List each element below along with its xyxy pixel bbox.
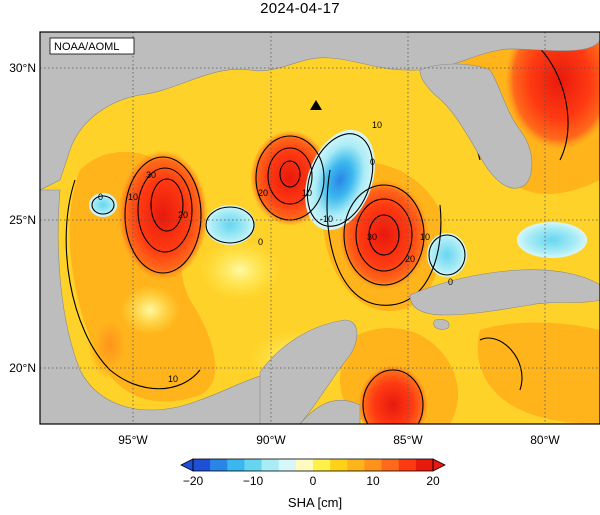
colorbar-cell — [210, 459, 228, 471]
svg-text:20: 20 — [178, 210, 188, 220]
credit-text: NOAA/AOML — [54, 41, 119, 53]
svg-text:20: 20 — [405, 254, 415, 264]
contour-labels: 0 10 20 30 20 10 10 0 -10 30 20 10 10 0 … — [98, 120, 453, 384]
colorbar-frame — [192, 458, 434, 472]
colorbar-cell — [313, 459, 331, 471]
lon-label-85w: 85°W — [393, 433, 423, 447]
svg-text:0: 0 — [258, 237, 263, 247]
svg-text:30: 30 — [146, 170, 156, 180]
colorbar-cell — [193, 459, 211, 471]
land — [40, 32, 600, 424]
anomaly-orange-southeast — [477, 322, 600, 424]
colorbar-label: SHA [cm] — [287, 495, 343, 510]
anomaly-pale-2 — [200, 240, 280, 300]
svg-text:20: 20 — [258, 188, 268, 198]
warm-eddy-west — [118, 150, 208, 280]
svg-text:10: 10 — [302, 188, 312, 198]
colorbar-right-arrow — [432, 458, 446, 472]
lat-label-25n: 25°N — [9, 213, 36, 227]
land-yucatan — [259, 319, 358, 424]
lat-label-30n: 30°N — [9, 61, 36, 75]
svg-text:0: 0 — [448, 277, 453, 287]
credit-box — [49, 37, 135, 55]
cold-eddy-cayman — [517, 222, 587, 258]
anomaly-pale-1 — [120, 285, 180, 335]
svg-text:10: 10 — [168, 374, 178, 384]
svg-text:10: 10 — [372, 120, 382, 130]
map-plot-area: 0 10 20 30 20 10 10 0 -10 30 20 10 10 0 … — [40, 32, 600, 424]
lat-label-20n: 20°N — [9, 361, 36, 375]
cold-eddy-center — [305, 129, 375, 231]
svg-text:-10: -10 — [320, 214, 333, 224]
svg-text:30: 30 — [367, 232, 377, 242]
station-marker-triangle — [310, 100, 322, 110]
warm-eddy-south — [358, 365, 428, 424]
lon-label-80w: 80°W — [530, 433, 560, 447]
warm-patch-sw — [88, 310, 132, 380]
colorbar-cell — [261, 459, 280, 471]
contour-lines — [65, 39, 569, 424]
lon-label-95w: 95°W — [118, 433, 148, 447]
colorbar-cell — [347, 459, 365, 471]
colorbar-tick-neg10: −10 — [243, 474, 264, 488]
colorbar-left-arrow — [180, 458, 194, 472]
svg-text:0: 0 — [370, 157, 375, 167]
colorbar-cell — [244, 459, 263, 471]
colorbar-cell — [330, 459, 348, 471]
map-title: 2024-04-17 — [260, 0, 340, 17]
cold-eddy-cuba — [427, 233, 467, 277]
svg-text:10: 10 — [420, 232, 430, 242]
colorbar: −20 −10 0 10 20 — [180, 458, 446, 488]
land-central-america — [299, 399, 361, 424]
land-us-gulf-coast — [40, 32, 600, 191]
land-isle-of-youth — [433, 319, 450, 330]
colorbar-cell — [398, 459, 417, 471]
colorbar-cell — [278, 459, 297, 471]
land-florida — [419, 63, 533, 189]
colorbar-tick-10: 10 — [366, 474, 380, 488]
colorbar-cell — [415, 459, 434, 471]
colorbar-cell — [364, 459, 383, 471]
map-frame — [39, 31, 600, 425]
svg-text:0: 0 — [98, 192, 103, 202]
cold-eddy-west — [89, 193, 117, 217]
colorbar-tick-neg20: −20 — [183, 474, 204, 488]
colorbar-tick-20: 20 — [426, 474, 440, 488]
lon-label-90w: 90°W — [256, 433, 286, 447]
colorbar-cell — [295, 459, 314, 471]
land-cuba — [409, 269, 600, 316]
graticule — [40, 32, 600, 424]
colorbar-cell — [227, 459, 245, 471]
colorbar-tick-0: 0 — [310, 474, 317, 488]
colorbar-cells — [193, 459, 434, 471]
colorbar-cell — [381, 459, 400, 471]
warm-eddy-east — [505, 32, 600, 150]
cold-eddy-mid — [205, 205, 255, 245]
